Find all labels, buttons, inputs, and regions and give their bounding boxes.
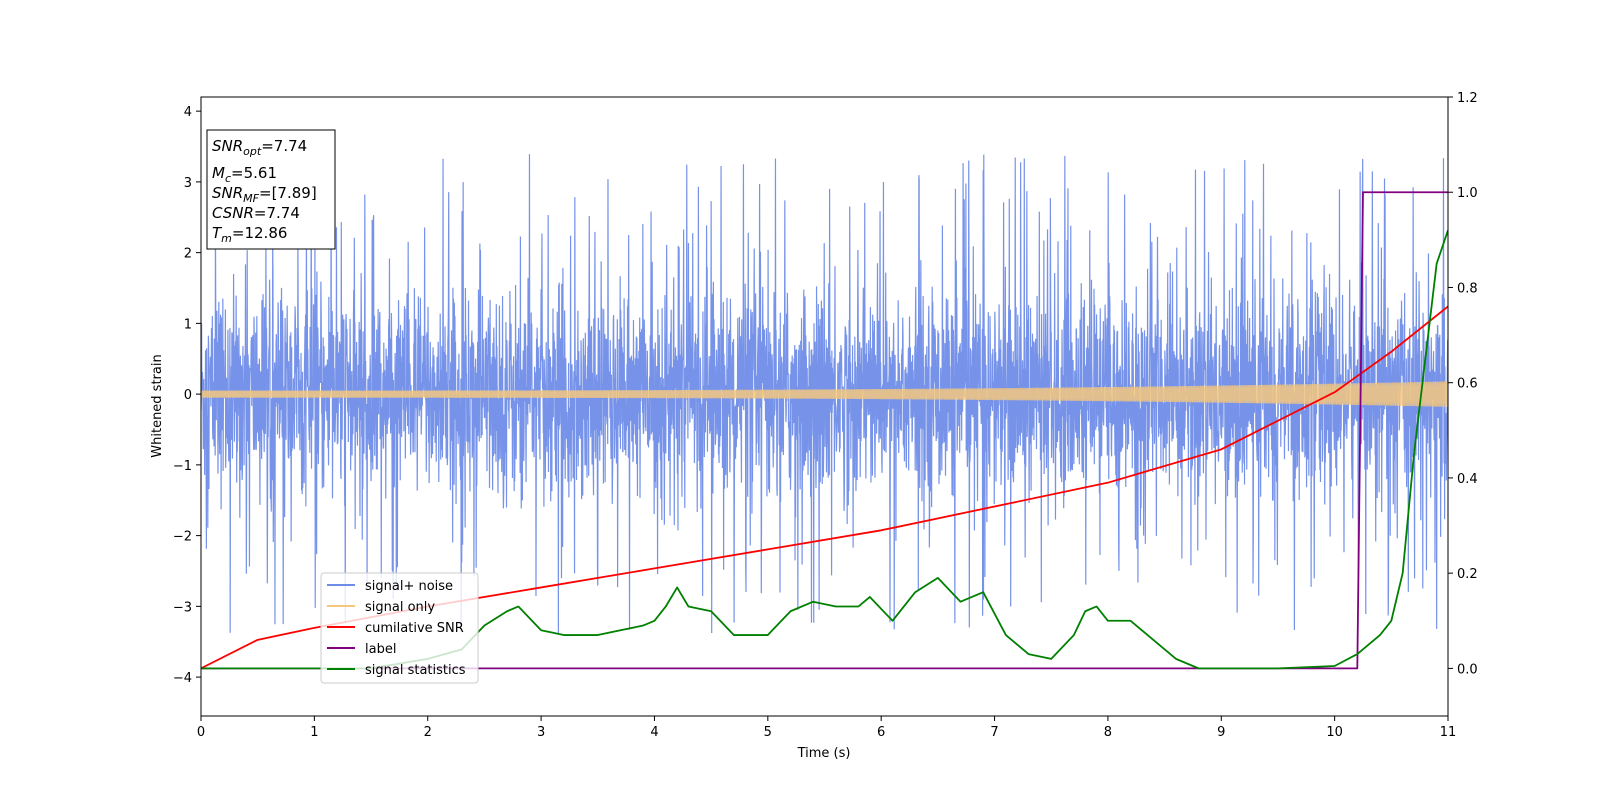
x-tick-label: 8 [1104, 725, 1112, 740]
legend-frame [320, 572, 479, 684]
y2-tick-label: 0.6 [1457, 377, 1478, 392]
info-snr-mf: SNRMF=[7.89] [212, 184, 317, 205]
y-tick-label: 2 [184, 247, 192, 262]
y-tick-label: −4 [173, 671, 192, 686]
x-tick-label: 10 [1326, 725, 1343, 740]
info-csnr: CSNR=7.74 [212, 204, 300, 222]
info-box: SNRopt=7.74 Mc=5.61 SNRMF=[7.89] CSNR=7.… [206, 129, 336, 250]
x-tick-label: 7 [990, 725, 998, 740]
x-tick-label: 6 [877, 725, 885, 740]
y2-tick-label: 0.4 [1457, 472, 1478, 487]
x-tick-label: 0 [197, 725, 205, 740]
y2-tick-label: 1.2 [1457, 91, 1478, 106]
series-signal-only [201, 381, 1448, 407]
legend: signal+ noise signal only cumilative SNR… [320, 572, 479, 684]
legend-item-signal-only: signal only [327, 600, 435, 615]
x-tick-label: 9 [1217, 725, 1225, 740]
x-tick-label: 5 [764, 725, 772, 740]
x-tick-label: 4 [650, 725, 658, 740]
legend-label: signal only [365, 600, 435, 615]
legend-label: signal+ noise [365, 579, 453, 594]
series-label [201, 191, 1448, 670]
info-mc: Mc=5.61 [212, 164, 277, 185]
series-signal-statistics [201, 230, 1448, 670]
x-tick-label: 2 [424, 725, 432, 740]
y2-tick-label: 0.0 [1457, 662, 1478, 677]
plot-frame [200, 96, 1449, 717]
info-snr-opt: SNRopt=7.74 [212, 137, 307, 158]
y2-tick-label: 0.2 [1457, 567, 1478, 582]
legend-label: label [365, 642, 396, 657]
x-axis-label: Time (s) [797, 746, 851, 761]
legend-label: signal statistics [365, 663, 466, 678]
legend-item-signal-noise: signal+ noise [327, 579, 453, 594]
y-tick-label: 4 [184, 105, 192, 120]
y-tick-label: −2 [173, 530, 192, 545]
y2-tick-label: 0.8 [1457, 281, 1478, 296]
ticks-layer: 0 1 2 3 4 5 6 7 8 9 10 11 −4 −3 −2 −1 0 1 2 3 4 0.0 0.2 0.4 0.6 0… [173, 91, 1478, 740]
y-tick-label: 1 [184, 317, 192, 332]
legend-item-label: label [327, 642, 396, 657]
y-tick-label: 3 [184, 176, 192, 191]
legend-item-signal-statistics: signal statistics [327, 663, 466, 678]
x-tick-label: 3 [537, 725, 545, 740]
info-tm: Tm=12.86 [212, 224, 287, 245]
y-tick-label: −3 [173, 600, 192, 615]
y-tick-label: 0 [184, 388, 192, 403]
y2-tick-label: 1.0 [1457, 186, 1478, 201]
y-axis-label: Whitened strain [150, 354, 165, 457]
x-tick-label: 1 [310, 725, 318, 740]
info-box-frame [206, 129, 336, 250]
x-tick-label: 11 [1440, 725, 1457, 740]
legend-item-cumilative-snr: cumilative SNR [327, 621, 464, 636]
y-tick-label: −1 [173, 459, 192, 474]
legend-label: cumilative SNR [365, 621, 464, 636]
